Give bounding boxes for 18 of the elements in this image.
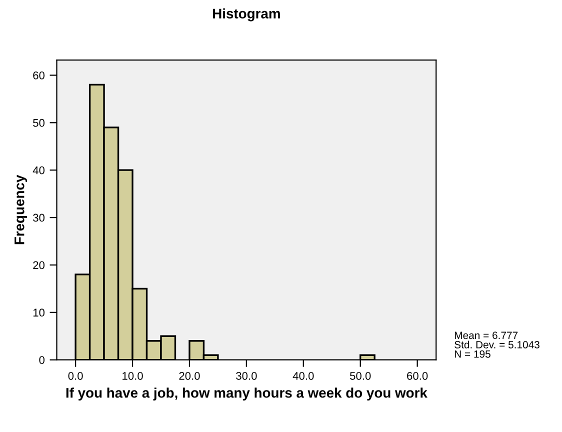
x-axis-title: If you have a job, how many hours a week do you work	[66, 388, 428, 401]
text: Mean = 6.777 Std. Dev. = 5.1043 N = 195	[454, 332, 540, 358]
y-tick-label: 30	[33, 214, 45, 222]
x-tick-label: 30.0	[236, 372, 257, 380]
y-axis-title: Frequency	[14, 174, 28, 244]
x-tick-label: 60.0	[407, 372, 428, 380]
x-tick-label: 10.0	[122, 372, 143, 380]
x-tick-label: 40.0	[292, 372, 314, 380]
x-tick-label: 20.0	[179, 372, 200, 380]
y-tick-label: 20	[33, 261, 45, 270]
y-tick-label: 10	[33, 308, 45, 317]
y-tick-label: 40	[32, 166, 45, 174]
x-tick-label: 0.0	[68, 372, 83, 380]
y-tick-label: 50	[33, 118, 45, 127]
x-tick-label: 50.0	[350, 372, 371, 380]
y-tick-label: 60	[33, 71, 45, 80]
chart-title: Histogram	[213, 8, 280, 22]
y-tick-label: 0	[39, 356, 45, 364]
